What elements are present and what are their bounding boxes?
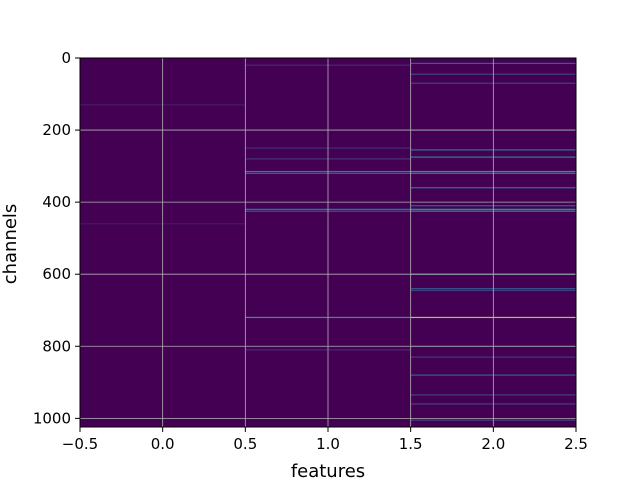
- x-tick-label: 2.0: [481, 435, 505, 453]
- y-tick-label: 1000: [33, 409, 71, 427]
- y-tick-label: 800: [42, 337, 71, 355]
- x-axis-label: features: [291, 461, 365, 480]
- y-axis: 0 200 400 600 800 1000: [33, 49, 80, 427]
- x-tick-label: −0.5: [62, 435, 98, 453]
- x-tick-label: 2.5: [564, 435, 588, 453]
- y-axis-label: channels: [0, 204, 21, 285]
- y-tick-label: 0: [61, 49, 71, 67]
- x-tick-label: 1.0: [316, 435, 340, 453]
- x-tick-label: 1.5: [399, 435, 423, 453]
- y-tick-label: 600: [42, 265, 71, 283]
- x-axis: −0.5 0.0 0.5 1.0 1.5 2.0 2.5: [62, 427, 588, 453]
- x-tick-label: 0.0: [151, 435, 175, 453]
- x-tick-label: 0.5: [233, 435, 257, 453]
- y-tick-label: 200: [42, 121, 71, 139]
- y-tick-label: 400: [42, 193, 71, 211]
